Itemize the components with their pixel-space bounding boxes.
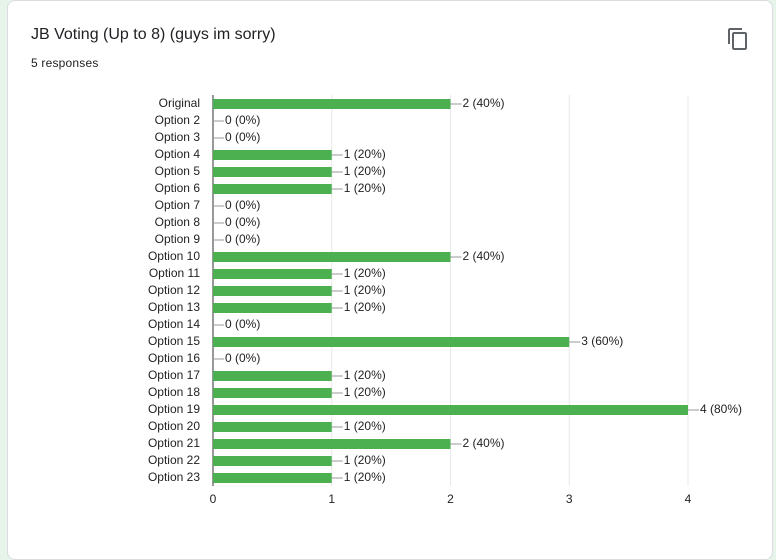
data-label: 0 (0%) <box>225 351 260 365</box>
data-label: 1 (20%) <box>344 368 386 382</box>
y-tick-label: Option 17 <box>148 368 200 382</box>
chart-title: JB Voting (Up to 8) (guys im sorry) <box>31 26 276 43</box>
bar <box>213 303 332 313</box>
bar <box>213 286 332 296</box>
bar <box>213 184 332 194</box>
y-tick-label: Option 3 <box>155 130 201 144</box>
y-tick-label: Option 5 <box>155 164 201 178</box>
data-label: 2 (40%) <box>463 436 505 450</box>
bar <box>213 371 332 381</box>
y-tick-label: Option 6 <box>155 181 201 195</box>
data-label: 0 (0%) <box>225 232 260 246</box>
x-tick-label: 4 <box>685 492 692 506</box>
bar <box>213 405 688 415</box>
data-label: 0 (0%) <box>225 113 260 127</box>
x-tick-label: 2 <box>447 492 454 506</box>
bar <box>213 269 332 279</box>
data-label: 1 (20%) <box>344 300 386 314</box>
y-tick-label: Option 10 <box>148 249 200 263</box>
bar <box>213 473 332 483</box>
data-label: 1 (20%) <box>344 453 386 467</box>
data-label: 3 (60%) <box>581 334 623 348</box>
y-tick-label: Option 19 <box>148 402 200 416</box>
bar <box>213 99 451 109</box>
bar <box>213 150 332 160</box>
y-tick-label: Option 22 <box>148 453 200 467</box>
y-tick-label: Option 20 <box>148 419 200 433</box>
data-label: 1 (20%) <box>344 266 386 280</box>
y-tick-label: Option 15 <box>148 334 200 348</box>
bar <box>213 388 332 398</box>
bar <box>213 439 451 449</box>
bar <box>213 337 570 347</box>
data-label: 1 (20%) <box>344 385 386 399</box>
data-label: 1 (20%) <box>344 181 386 195</box>
y-tick-label: Option 12 <box>148 283 200 297</box>
data-label: 1 (20%) <box>344 164 386 178</box>
data-label: 0 (0%) <box>225 130 260 144</box>
data-label: 2 (40%) <box>463 96 505 110</box>
data-label: 4 (80%) <box>700 402 742 416</box>
bar <box>213 167 332 177</box>
data-label: 1 (20%) <box>344 283 386 297</box>
bar <box>213 456 332 466</box>
y-tick-label: Option 23 <box>148 470 200 484</box>
y-tick-label: Original <box>159 96 200 110</box>
y-tick-label: Option 7 <box>155 198 201 212</box>
y-tick-label: Option 14 <box>148 317 200 331</box>
data-label: 0 (0%) <box>225 198 260 212</box>
y-tick-label: Option 21 <box>148 436 200 450</box>
bar <box>213 422 332 432</box>
response-count: 5 responses <box>31 56 99 70</box>
data-label: 1 (20%) <box>344 470 386 484</box>
x-tick-label: 1 <box>328 492 335 506</box>
data-label: 1 (20%) <box>344 419 386 433</box>
data-label: 1 (20%) <box>344 147 386 161</box>
y-tick-label: Option 11 <box>149 266 200 280</box>
x-tick-label: 3 <box>566 492 573 506</box>
data-label: 2 (40%) <box>463 249 505 263</box>
y-tick-label: Option 18 <box>148 385 200 399</box>
y-tick-label: Option 4 <box>155 147 201 161</box>
y-tick-label: Option 16 <box>148 351 200 365</box>
bar <box>213 252 451 262</box>
copy-chart-button[interactable] <box>726 27 750 51</box>
data-label: 0 (0%) <box>225 215 260 229</box>
data-label: 0 (0%) <box>225 317 260 331</box>
y-tick-label: Option 9 <box>155 232 201 246</box>
y-tick-label: Option 8 <box>155 215 201 229</box>
y-tick-label: Option 13 <box>148 300 200 314</box>
y-tick-label: Option 2 <box>155 113 201 127</box>
x-tick-label: 0 <box>210 492 217 506</box>
